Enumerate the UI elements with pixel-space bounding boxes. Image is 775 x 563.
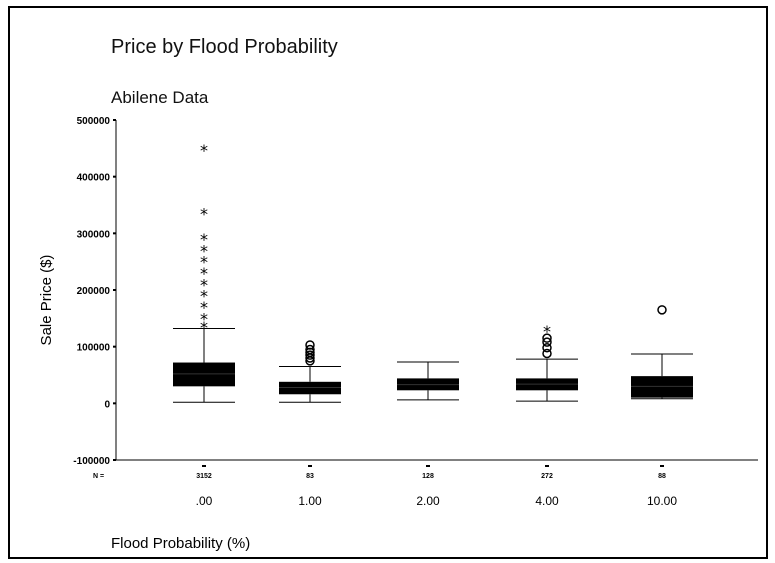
outlier-circle [305,344,315,355]
y-tick-label: 200000 [77,286,111,297]
outlier-star: * [200,298,208,317]
x-tick-label: 10.00 [647,494,677,508]
box-group [279,340,341,403]
x-tick-mark [426,465,430,467]
outlier-circle [542,348,552,359]
x-tick-mark [308,465,312,467]
y-tick-label: -100000 [73,456,110,467]
iqr-box [631,376,693,398]
outlier-star: * [200,241,208,260]
n-count-label: 272 [541,473,553,480]
chart-subtitle: Abilene Data [111,88,209,107]
outlier-star: * [200,230,208,249]
n-count-label: 88 [658,473,666,480]
y-tick-label: 300000 [77,229,111,240]
y-tick-label: 500000 [77,116,111,127]
outlier-circle [305,340,315,350]
outlier-circle [657,305,667,315]
box-group [631,305,693,400]
y-tick-label: 0 [104,399,110,410]
x-axis-label: Flood Probability (%) [111,535,250,552]
outlier-circle [542,343,552,353]
x-tick-mark [545,465,549,467]
outlier-star: * [200,318,208,337]
x-tick-label: 4.00 [535,494,559,508]
outlier-star: * [200,264,208,283]
x-tick-mark [202,465,206,467]
box-group: *********** [173,141,235,403]
x-tick-mark [660,465,664,467]
y-tick-label: 400000 [77,173,111,184]
iqr-box [173,362,235,387]
y-axis-label: Sale Price ($) [38,255,55,346]
box-group [397,361,459,401]
outlier-circle [542,337,552,347]
chart-frame: Price by Flood Probability Abilene Data … [8,6,768,559]
outlier-star: * [200,141,208,160]
outlier-star: * [200,275,208,294]
x-tick-label: .00 [196,494,213,508]
outlier-star: * [200,309,208,328]
outlier-circle [542,333,552,343]
x-tick-label: 1.00 [298,494,322,508]
outlier-star: * [200,253,208,272]
n-count-label: 83 [306,473,314,480]
x-tick-label: 2.00 [416,494,440,508]
n-label: N = [93,473,104,480]
n-count-label: 128 [422,473,434,480]
y-tick-label: 100000 [77,343,111,354]
chart-title: Price by Flood Probability [111,36,338,58]
outlier-star: * [200,205,208,224]
n-count-label: 3152 [196,473,212,480]
outlier-star: * [200,287,208,306]
boxplot-chart: Price by Flood Probability Abilene Data … [38,36,758,552]
outlier-circle [305,350,315,360]
iqr-box [279,381,341,395]
outlier-star: * [543,322,551,341]
box-group: * [516,322,578,402]
